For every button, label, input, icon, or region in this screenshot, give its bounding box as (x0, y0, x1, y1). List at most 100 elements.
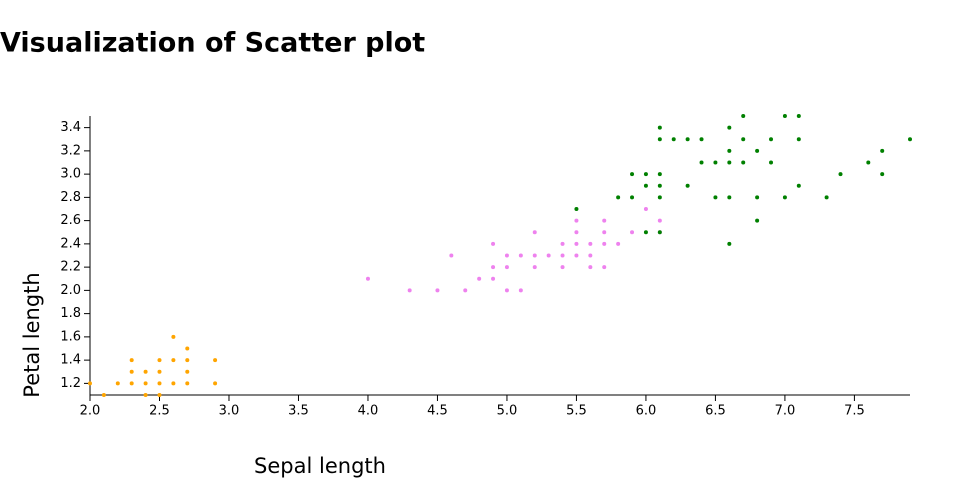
point (518, 253, 523, 258)
x-tick-label: 6.5 (705, 404, 726, 419)
point (129, 369, 134, 374)
y-axis-title: Petal length (20, 272, 44, 397)
point (504, 288, 509, 293)
point (463, 288, 468, 293)
point (213, 358, 218, 363)
point (755, 195, 760, 200)
y-tick-label: 3.4 (60, 120, 81, 135)
point (630, 172, 635, 177)
point (504, 253, 509, 258)
point (727, 125, 732, 130)
point (713, 195, 718, 200)
point (477, 276, 482, 281)
point (143, 393, 148, 397)
point (602, 230, 607, 235)
y-tick-label: 1.2 (60, 376, 81, 391)
x-tick-label: 2.5 (149, 404, 170, 419)
x-tick-label: 5.0 (497, 404, 518, 419)
point (727, 241, 732, 246)
y-tick-label: 1.8 (60, 306, 81, 321)
y-tick-label: 1.6 (60, 329, 81, 344)
point (491, 276, 496, 281)
point (588, 241, 593, 246)
point (769, 160, 774, 165)
point (657, 137, 662, 142)
point (657, 183, 662, 188)
point (185, 358, 190, 363)
point (616, 195, 621, 200)
point (407, 288, 412, 293)
point (157, 381, 162, 386)
point (685, 183, 690, 188)
x-tick-label: 3.0 (219, 404, 240, 419)
point (185, 346, 190, 351)
point (88, 381, 92, 386)
point (504, 265, 509, 270)
point (671, 137, 676, 142)
point (185, 369, 190, 374)
point (727, 160, 732, 165)
point (657, 172, 662, 177)
point (880, 172, 885, 177)
point (365, 276, 370, 281)
point (491, 265, 496, 270)
point (908, 137, 912, 142)
point (782, 114, 787, 118)
point (518, 288, 523, 293)
point (643, 207, 648, 211)
point (602, 218, 607, 223)
point (129, 358, 134, 363)
point (727, 148, 732, 153)
point (713, 160, 718, 165)
y-tick-label: 3.2 (60, 143, 81, 158)
point (560, 241, 565, 246)
point (449, 253, 454, 258)
point (157, 393, 162, 397)
point (657, 218, 662, 223)
point (699, 160, 704, 165)
point (657, 195, 662, 200)
x-tick-label: 3.5 (288, 404, 309, 419)
point (602, 265, 607, 270)
point (769, 137, 774, 142)
point (630, 230, 635, 235)
x-tick-label: 7.0 (775, 404, 796, 419)
point (796, 183, 801, 188)
point (588, 265, 593, 270)
point (213, 381, 218, 386)
point (574, 218, 579, 223)
x-tick-label: 5.5 (566, 404, 587, 419)
point (143, 369, 148, 374)
point (574, 241, 579, 246)
y-tick-label: 2.2 (60, 260, 81, 275)
point (880, 148, 885, 153)
point (657, 230, 662, 235)
point (185, 381, 190, 386)
y-tick-label: 3.0 (60, 167, 81, 182)
x-tick-label: 6.0 (636, 404, 657, 419)
point (866, 160, 871, 165)
point (532, 253, 537, 258)
y-tick-label: 1.4 (60, 353, 81, 368)
y-tick-label: 2.4 (60, 236, 81, 251)
y-tick-label: 2.6 (60, 213, 81, 228)
point (435, 288, 440, 293)
point (643, 172, 648, 177)
point (782, 195, 787, 200)
point (657, 125, 662, 130)
point (171, 381, 176, 386)
point (699, 137, 704, 142)
x-tick-label: 2.0 (80, 404, 101, 419)
x-axis-title: Sepal length (254, 454, 386, 478)
point (796, 114, 801, 118)
point (532, 230, 537, 235)
point (101, 393, 106, 397)
point (171, 358, 176, 363)
point (546, 253, 551, 258)
x-tick-label: 4.0 (358, 404, 379, 419)
point (838, 172, 843, 177)
point (727, 195, 732, 200)
point (157, 369, 162, 374)
